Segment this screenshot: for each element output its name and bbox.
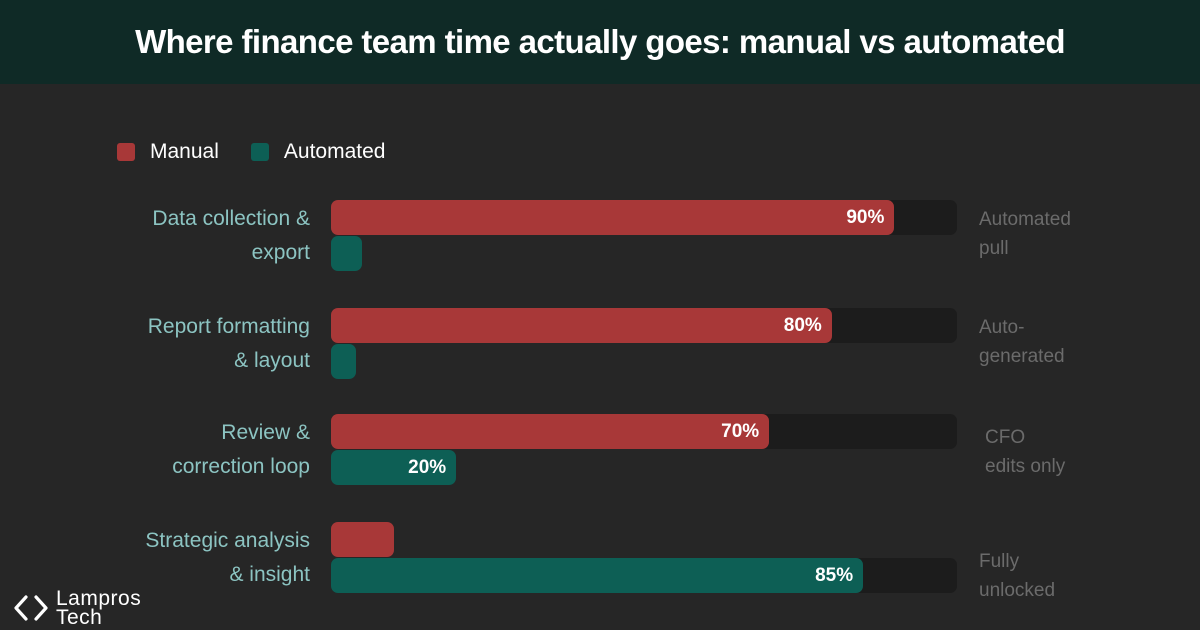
bar-automated: 20% [331, 450, 457, 485]
chevrons-icon [14, 595, 48, 621]
category-label-line: export [251, 241, 310, 264]
legend: Manual Automated [117, 139, 417, 165]
logo-line-2: Tech [56, 606, 103, 629]
legend-item-automated: Automated [250, 140, 386, 164]
row-note: CFO edits only [985, 423, 1115, 481]
data-label: 85% [815, 564, 854, 586]
data-label: 80% [783, 314, 822, 336]
data-label: 70% [721, 420, 760, 442]
row-note: Auto-generated [979, 313, 1109, 371]
row-note-line: unlocked [979, 580, 1056, 601]
legend-label: Automated [283, 140, 386, 163]
bar-manual [331, 522, 394, 557]
data-label: 20% [408, 456, 447, 478]
category-label: Strategic analysis & insight [60, 524, 310, 592]
title-banner: Where finance team time actually goes: m… [0, 0, 1200, 84]
category-label-line: Report formatting [147, 315, 310, 338]
row-note: Automated pull [979, 205, 1109, 263]
row-note-line: Fully [979, 551, 1020, 572]
row-note-line: CFO [985, 427, 1026, 448]
row-note-line: Auto- [979, 317, 1025, 338]
logo-line-1: Lampros [56, 587, 142, 610]
legend-item-manual: Manual [117, 140, 219, 164]
logo-wordmark: Lampros Tech [56, 587, 142, 629]
row-note-line: Automated [979, 209, 1071, 230]
row-note: Fully unlocked [979, 547, 1109, 605]
bar-automated [331, 236, 363, 271]
bar-manual: 90% [331, 200, 895, 235]
legend-swatch [250, 143, 269, 161]
category-label: Data collection & export [60, 202, 310, 270]
category-label-line: Data collection & [152, 207, 310, 230]
category-label-line: Strategic analysis [145, 529, 310, 552]
category-label-line: Review & [221, 421, 310, 444]
row-note-line: edits only [985, 456, 1066, 477]
category-label-line: & insight [229, 563, 310, 586]
legend-label: Manual [150, 140, 219, 163]
bar-manual: 80% [331, 308, 832, 343]
category-label: Review & correction loop [60, 416, 310, 484]
row-note-line: pull [979, 238, 1009, 259]
row-note-line: generated [979, 346, 1065, 367]
lampros-tech-logo: Lampros Tech [12, 588, 172, 628]
chart-title: Where finance team time actually goes: m… [135, 23, 1065, 60]
bar-automated: 85% [331, 558, 864, 593]
category-label-line: correction loop [172, 455, 310, 478]
legend-swatch [117, 143, 135, 161]
data-label: 90% [846, 206, 885, 228]
bar-manual: 70% [331, 414, 770, 449]
bar-automated [331, 344, 357, 379]
category-label: Report formatting & layout [60, 310, 310, 378]
category-label-line: & layout [234, 349, 310, 372]
